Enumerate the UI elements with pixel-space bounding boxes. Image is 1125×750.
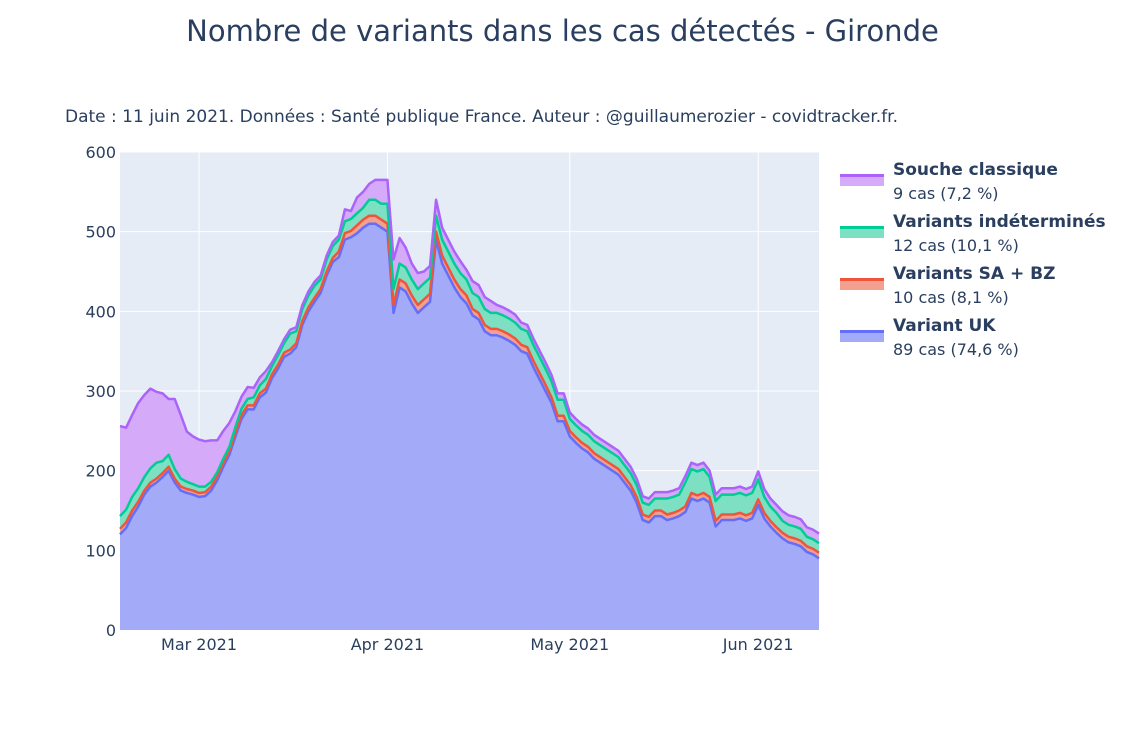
area-variant-uk: [120, 223, 819, 630]
legend-series-name: Variants indéterminés: [893, 212, 1106, 232]
legend-item[interactable]: Souche classique 9 cas (7,2 %): [838, 160, 1118, 212]
x-axis: Mar 2021 Apr 2021 May 2021 Jun 2021: [161, 635, 794, 654]
legend: Souche classique 9 cas (7,2 %) Variants in…: [838, 160, 1118, 368]
legend-swatch: [840, 226, 884, 238]
x-tick-label: Apr 2021: [351, 635, 424, 654]
y-axis: 0 100 200 300 400 500 600: [85, 143, 116, 640]
line-variants-sa-bz: [119, 214, 820, 554]
y-tick-label: 300: [85, 382, 116, 401]
x-tick-label: May 2021: [530, 635, 609, 654]
legend-item[interactable]: Variants SA + BZ 10 cas (8,1 %): [838, 264, 1118, 316]
y-tick-label: 400: [85, 302, 116, 321]
y-tick-label: 0: [106, 621, 116, 640]
legend-series-value: 10 cas (8,1 %): [893, 288, 1009, 307]
x-tick-label: Mar 2021: [161, 635, 237, 654]
y-tick-label: 200: [85, 462, 116, 481]
y-tick-label: 500: [85, 223, 116, 242]
y-tick-label: 100: [85, 541, 116, 560]
legend-series-value: 12 cas (10,1 %): [893, 236, 1019, 255]
chart-subtitle: Date : 11 juin 2021. Données : Santé pub…: [65, 107, 899, 127]
line-variant-uk: [119, 222, 820, 560]
legend-series-value: 89 cas (74,6 %): [893, 340, 1019, 359]
y-tick-label: 600: [85, 143, 116, 162]
legend-series-value: 9 cas (7,2 %): [893, 184, 999, 203]
legend-swatch: [840, 278, 884, 290]
legend-swatch: [840, 174, 884, 186]
x-tick-label: Jun 2021: [722, 635, 794, 654]
legend-item[interactable]: Variants indéterminés 12 cas (10,1 %): [838, 212, 1118, 264]
stacked-areas: [119, 178, 820, 630]
chart-title: Nombre de variants dans les cas détectés…: [186, 14, 939, 48]
legend-series-name: Variants SA + BZ: [893, 264, 1056, 284]
legend-series-name: Variant UK: [893, 316, 996, 336]
legend-item[interactable]: Variant UK 89 cas (74,6 %): [838, 316, 1118, 368]
line-souche-classique: [119, 178, 820, 535]
legend-series-name: Souche classique: [893, 160, 1058, 180]
line-variants-indetermines: [119, 198, 820, 545]
legend-swatch: [840, 330, 884, 342]
